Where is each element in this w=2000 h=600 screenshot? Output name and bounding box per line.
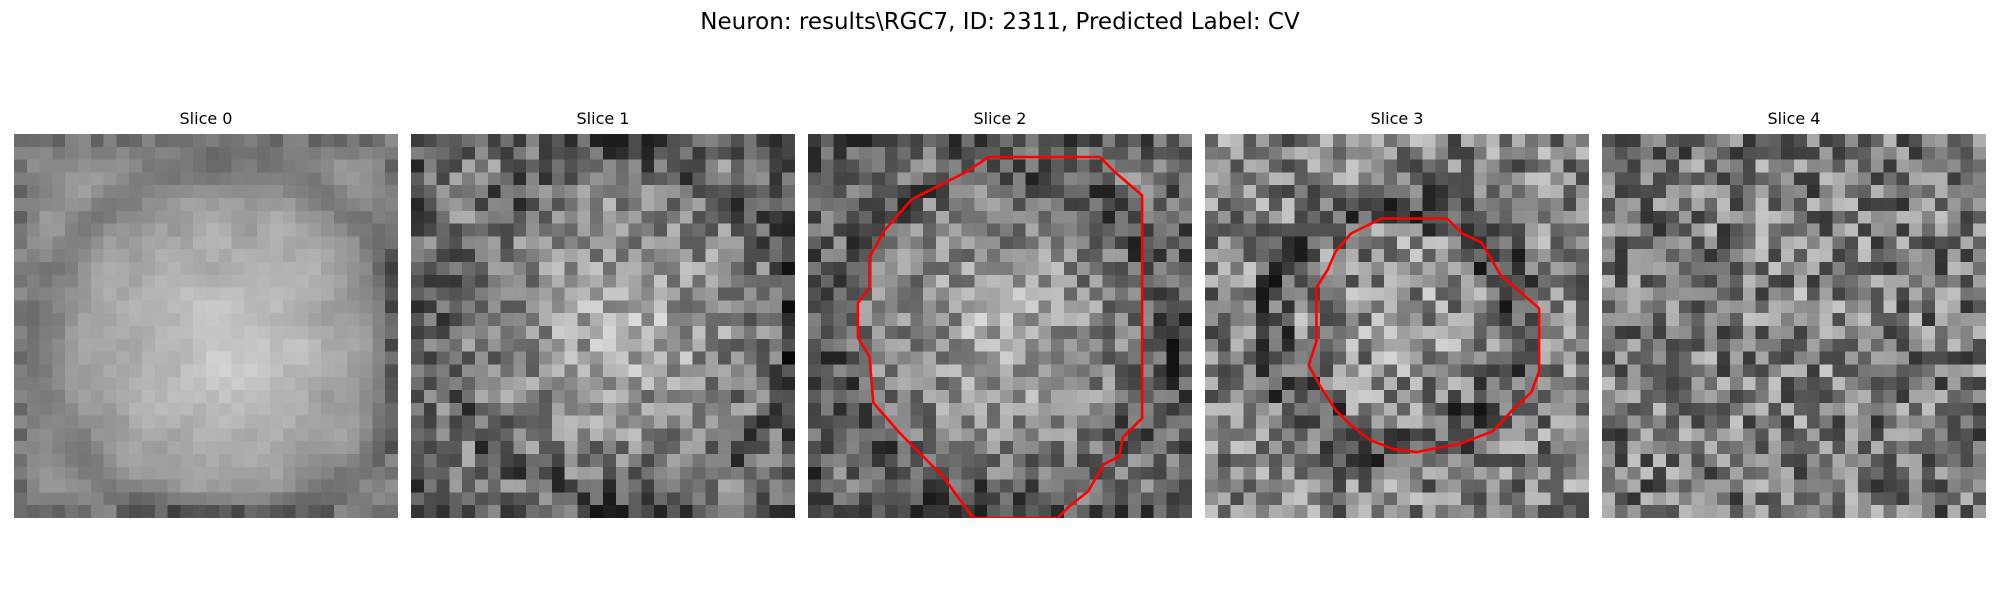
segmentation-contour	[856, 155, 1144, 518]
slice-title: Slice 0	[179, 109, 233, 128]
slice-pixel-grid	[411, 134, 795, 518]
figure-title: Neuron: results\RGC7, ID: 2311, Predicte…	[700, 9, 1300, 35]
slice-title: Slice 3	[1370, 109, 1424, 128]
slice-image	[808, 134, 1192, 518]
slice-title: Slice 2	[973, 109, 1027, 128]
slice-pixel-grid	[14, 134, 398, 518]
slice-title: Slice 4	[1767, 109, 1821, 128]
slice-pixel-grid	[808, 134, 1192, 518]
slice-image	[411, 134, 795, 518]
slice-pixel-grid	[1602, 134, 1986, 518]
segmentation-contour	[1307, 217, 1541, 454]
slice-image	[1602, 134, 1986, 518]
slice-title: Slice 1	[576, 109, 630, 128]
slice-image	[14, 134, 398, 518]
slice-image	[1205, 134, 1589, 518]
slice-pixel-grid	[1205, 134, 1589, 518]
